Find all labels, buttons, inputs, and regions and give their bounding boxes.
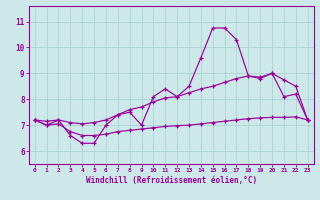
X-axis label: Windchill (Refroidissement éolien,°C): Windchill (Refroidissement éolien,°C)	[86, 176, 257, 185]
